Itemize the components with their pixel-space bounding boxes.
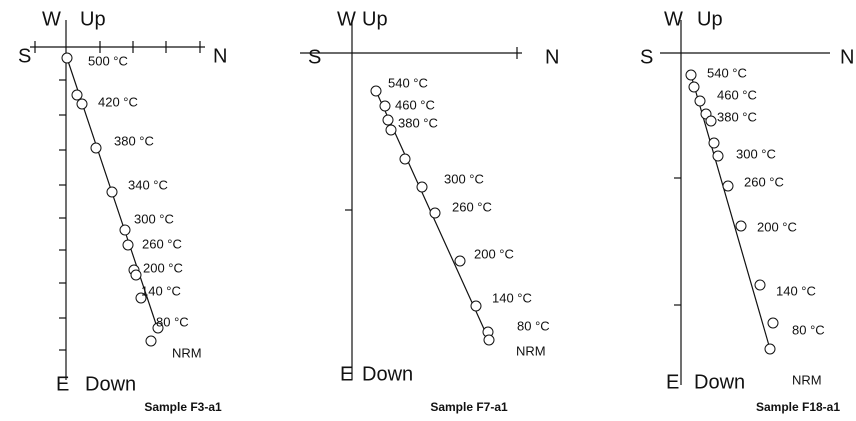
demag-point — [754, 279, 766, 291]
demag-point — [145, 335, 157, 347]
temperature-label: 540 °C — [707, 65, 747, 80]
demag-point — [379, 100, 391, 112]
nrm-label: NRM — [172, 345, 202, 360]
demag-point — [382, 114, 394, 126]
demag-point — [119, 224, 131, 236]
demag-point — [722, 180, 734, 192]
temperature-label: 140 °C — [776, 283, 816, 298]
temperature-label: 200 °C — [143, 260, 183, 275]
temperature-label: 540 °C — [388, 75, 428, 90]
demag-point — [735, 220, 747, 232]
demag-point — [483, 334, 495, 346]
temperature-label: 420 °C — [98, 94, 138, 109]
demag-point — [708, 137, 720, 149]
demag-point — [106, 186, 118, 198]
axis-label: W — [337, 8, 356, 30]
demag-point — [712, 150, 724, 162]
axis-label: E — [340, 363, 353, 385]
axis-label: S — [640, 46, 653, 68]
demag-point — [76, 98, 88, 110]
demag-point — [416, 181, 428, 193]
temperature-label: 380 °C — [114, 133, 154, 148]
demag-point — [685, 69, 697, 81]
temperature-label: 340 °C — [128, 177, 168, 192]
trend-line — [690, 74, 771, 350]
axis-label: Down — [694, 371, 745, 393]
demag-point — [764, 343, 776, 355]
nrm-label: NRM — [792, 372, 822, 387]
demag-point — [694, 95, 706, 107]
demag-point — [130, 269, 142, 281]
axis-label: Up — [362, 8, 388, 30]
demag-point — [429, 207, 441, 219]
temperature-label: 380 °C — [717, 109, 757, 124]
demag-point — [767, 317, 779, 329]
temperature-label: 460 °C — [395, 97, 435, 112]
temperature-label: 380 °C — [398, 115, 438, 130]
demag-point — [688, 81, 700, 93]
sample-caption: Sample F3-a1 — [144, 400, 222, 414]
temperature-label: 80 °C — [517, 318, 550, 333]
axis-label: W — [42, 8, 61, 30]
axis-label: N — [840, 46, 854, 68]
temperature-label: 80 °C — [156, 314, 189, 329]
sample-caption: Sample F18-a1 — [756, 400, 840, 414]
temperature-label: 460 °C — [717, 87, 757, 102]
axis-label: E — [666, 371, 679, 393]
temperature-label: 200 °C — [474, 246, 514, 261]
temperature-label: 260 °C — [452, 199, 492, 214]
demag-point — [71, 89, 83, 101]
axis-label: S — [308, 46, 321, 68]
temperature-label: 140 °C — [141, 283, 181, 298]
demag-point — [135, 292, 147, 304]
temperature-label: 80 °C — [792, 322, 825, 337]
demag-point — [385, 124, 397, 136]
demag-point — [61, 52, 73, 64]
temperature-label: 260 °C — [744, 174, 784, 189]
demag-point — [152, 322, 164, 334]
axis-label: S — [18, 45, 31, 67]
temperature-label: 300 °C — [134, 211, 174, 226]
axis-label: Up — [80, 8, 106, 30]
temperature-label: 140 °C — [492, 290, 532, 305]
temperature-label: 300 °C — [444, 171, 484, 186]
temperature-label: 500 °C — [88, 53, 128, 68]
demag-point — [370, 85, 382, 97]
demag-point — [470, 300, 482, 312]
demag-point — [122, 239, 134, 251]
axis-label: Down — [85, 373, 136, 395]
demag-point — [705, 115, 717, 127]
axis-label: Down — [362, 363, 413, 385]
demag-point — [399, 153, 411, 165]
axis-label: N — [213, 45, 227, 67]
axis-label: W — [664, 8, 683, 30]
nrm-label: NRM — [516, 343, 546, 358]
axis-label: E — [56, 373, 69, 395]
temperature-label: 260 °C — [142, 236, 182, 251]
demag-point — [90, 142, 102, 154]
axis-label: N — [545, 46, 559, 68]
demag-point — [454, 255, 466, 267]
axis-label: Up — [697, 8, 723, 30]
sample-caption: Sample F7-a1 — [430, 400, 508, 414]
temperature-label: 300 °C — [736, 146, 776, 161]
temperature-label: 200 °C — [757, 219, 797, 234]
